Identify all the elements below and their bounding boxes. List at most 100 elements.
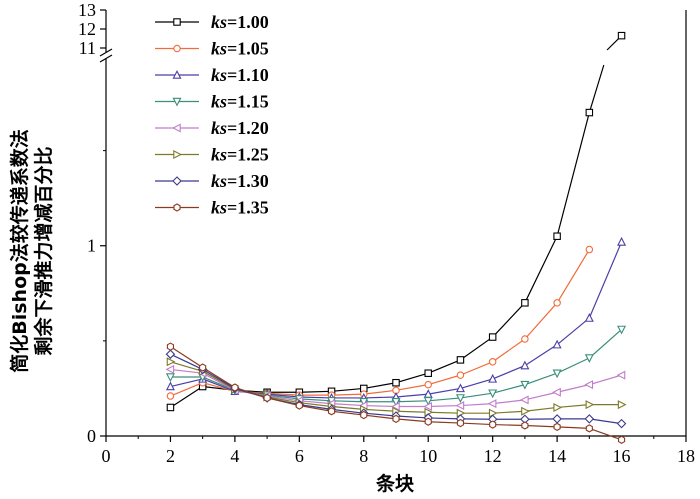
data-point: [616, 418, 627, 429]
legend-label: ks=1.35: [211, 198, 269, 218]
series-line-segment: [492, 384, 526, 394]
series-line-segment: [331, 408, 364, 414]
legend-item: ks=1.15: [155, 92, 269, 112]
series-ks-1-35: [166, 342, 626, 444]
x-tick-label: 4: [230, 446, 239, 466]
data-point: [553, 232, 561, 240]
data-point: [616, 370, 626, 380]
data-point: [585, 400, 595, 410]
data-point: [488, 389, 498, 399]
series-line-segment: [170, 386, 203, 408]
series-line-segment: [363, 404, 397, 408]
data-point: [585, 108, 594, 117]
data-point: [552, 369, 562, 379]
data-point: [423, 402, 432, 412]
series-line-segment: [170, 368, 203, 374]
series-line-segment: [460, 403, 493, 407]
series-line-segment: [492, 423, 525, 427]
data-point: [456, 418, 465, 428]
series-line-segment: [492, 338, 526, 363]
series-line-segment: [492, 302, 526, 338]
x-tick-label: 16: [613, 446, 631, 466]
series-line-segment: [170, 382, 203, 397]
y-axis-title-line-1: 简化Bishop法较传递系数法: [8, 129, 31, 373]
series-layer: [165, 31, 627, 444]
data-point: [424, 417, 432, 426]
data-point: [552, 387, 561, 397]
legend-marker: [173, 18, 181, 26]
data-point: [392, 378, 400, 387]
data-point: [360, 410, 368, 420]
data-point: [585, 245, 594, 254]
series-line-segment: [460, 336, 494, 361]
data-point: [617, 325, 627, 335]
data-point: [391, 398, 401, 407]
series-line-segment: [589, 427, 622, 441]
series-line-segment: [428, 411, 461, 414]
series-line-segment: [524, 372, 558, 386]
data-point: [489, 420, 497, 429]
data-point: [424, 369, 432, 377]
legend-label: ks=1.30: [211, 171, 269, 191]
legend-item: ks=1.20: [155, 118, 269, 138]
series-line-segment: [556, 384, 590, 393]
x-axis-title: 条块: [376, 472, 415, 495]
legend-label: ks=1.10: [211, 65, 269, 85]
data-point: [456, 356, 465, 364]
data-point: [553, 299, 561, 307]
series-line-segment: [299, 398, 332, 402]
series-line-segment: [299, 404, 332, 410]
series-line-segment: [395, 384, 429, 391]
data-point: [584, 414, 595, 424]
legend-marker: [172, 176, 182, 186]
series-line-segment: [557, 404, 590, 409]
data-point: [520, 380, 530, 390]
data-point: [584, 313, 594, 322]
x-tick-label: 10: [419, 446, 437, 466]
data-point: [456, 371, 465, 379]
data-point: [455, 394, 465, 403]
data-point: [423, 397, 433, 406]
series-line-segment: [556, 317, 590, 346]
series-line-segment: [267, 392, 300, 396]
x-tick-label: 18: [677, 446, 695, 466]
series-line-segment: [524, 235, 558, 304]
series-line-segment: [363, 414, 397, 420]
data-point: [166, 403, 175, 412]
data-point: [617, 236, 627, 246]
series-line-segment: [524, 424, 558, 428]
series-line-segment: [299, 404, 332, 412]
series-line-segment: [557, 426, 590, 429]
series-line-segment: [331, 410, 364, 416]
series-ks-1-05: [166, 245, 594, 400]
legend-item: ks=1.25: [155, 145, 269, 165]
series-line-segment: [267, 394, 300, 400]
data-point: [455, 401, 465, 411]
data-point: [390, 402, 400, 412]
legend-marker: [173, 203, 181, 212]
legend-marker: [173, 149, 183, 160]
series-line-segment: [460, 361, 493, 376]
legend-item: ks=1.10: [155, 65, 269, 85]
x-tick-label: 12: [484, 446, 502, 466]
data-point: [553, 422, 561, 432]
legend-label: ks=1.20: [211, 118, 269, 138]
series-line-segment: [428, 397, 461, 402]
legend-item: ks=1.00: [155, 12, 269, 32]
data-point: [165, 381, 175, 391]
data-point: [424, 380, 432, 389]
x-tick-label: 2: [166, 446, 175, 466]
series-line-segment: [428, 421, 461, 424]
series-line-segment: [492, 365, 526, 380]
series-line-segment: [202, 368, 236, 389]
legend-item: ks=1.05: [155, 39, 269, 59]
legend-marker: [173, 44, 181, 53]
series-line-segment: [588, 241, 623, 319]
data-point: [455, 383, 465, 393]
data-point: [487, 399, 497, 409]
data-point: [521, 299, 529, 307]
series-line-segment: [363, 389, 397, 395]
legend-label: ks=1.00: [211, 12, 269, 32]
data-point: [165, 364, 175, 374]
series-line-segment: [363, 408, 397, 412]
